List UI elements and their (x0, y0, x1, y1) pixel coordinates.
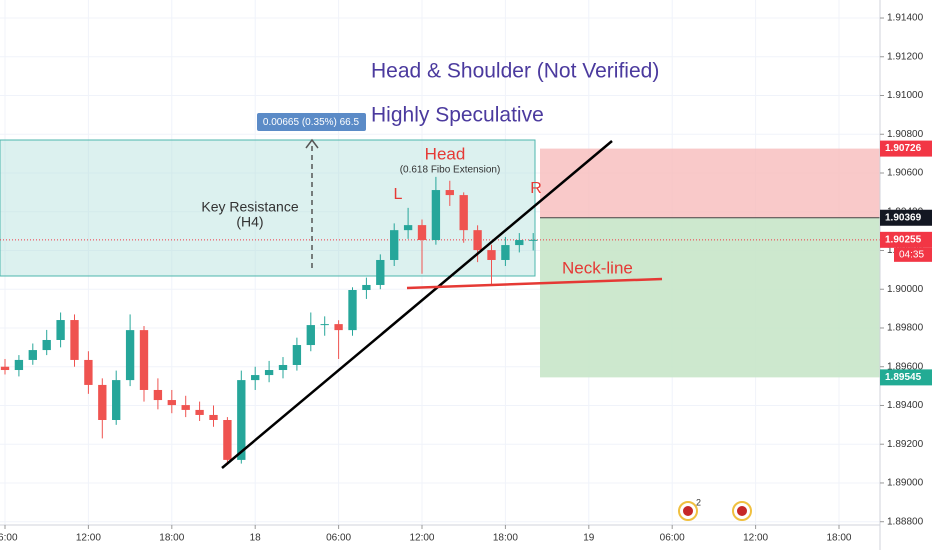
head-label: Head (425, 144, 466, 163)
price-tag (880, 209, 932, 226)
x-tick-label: 06:00 (0, 533, 18, 544)
price-tag (880, 140, 932, 157)
chart-subtitle: Highly Speculative (371, 104, 544, 127)
stop-zone (540, 148, 880, 218)
measure-arrow (305, 138, 319, 149)
y-tick-label: 1.89800 (887, 323, 924, 334)
candle-body (153, 389, 163, 401)
left-shoulder: L (394, 186, 403, 203)
candle-body (181, 405, 190, 410)
candle-body (251, 375, 260, 381)
measure-box (257, 113, 366, 131)
event-badge: 2 (696, 497, 701, 507)
x-tick-label: 18:00 (826, 533, 851, 544)
resistance-tf: (H4) (236, 214, 263, 230)
candle-body (0, 366, 10, 371)
candle-body (112, 380, 121, 420)
x-tick-label: 06:00 (326, 533, 351, 544)
position (0, 148, 880, 378)
neckline-label: Neck-line (562, 258, 633, 277)
y-tick-label: 1.91200 (887, 51, 924, 62)
countdown-box (894, 247, 932, 262)
x-tick-label: 18 (250, 533, 262, 544)
price-tag (880, 369, 932, 386)
candle-body (348, 290, 357, 331)
candle-body (334, 324, 343, 331)
candle-body (459, 195, 468, 231)
right-shoulder: R (530, 180, 542, 197)
candle-body (125, 330, 135, 381)
candle-body (84, 359, 93, 385)
candle-body (403, 225, 413, 231)
resistance-label: Key Resistance (201, 199, 298, 215)
axes: 1.88800 1.89000 1.89200 1.89400 1.89600 1.898… (0, 13, 932, 544)
candle-body (445, 190, 454, 196)
candle-body (431, 190, 441, 241)
candle-body (292, 345, 302, 365)
event-flag (683, 506, 693, 516)
candle-body (278, 364, 288, 371)
candle-body (167, 400, 176, 406)
price-tag-label: 1.90255 (885, 234, 922, 245)
measure-label: 0.00665 (0.35%) 66.5 (263, 117, 360, 128)
x-tick-label: 12:00 (76, 533, 101, 544)
candle-body (264, 370, 274, 376)
candle-body (515, 240, 524, 246)
y-tick-label: 1.88800 (887, 516, 924, 527)
x-tick-label: 19 (583, 533, 595, 544)
candle-body (417, 225, 427, 241)
neck-line (406, 277, 663, 290)
candle-body (139, 330, 149, 390)
event-flag (737, 506, 747, 516)
y-tick-label: 1.90800 (887, 129, 924, 140)
candle-body (70, 320, 79, 360)
trend-line (221, 140, 613, 469)
resistance-zone (0, 139, 536, 277)
head-note: (0.618 Fibo Extension) (400, 165, 501, 176)
y-tick-label: 1.91000 (887, 90, 924, 101)
y-tick-label: 1.89400 (887, 400, 924, 411)
candle-body (209, 414, 218, 420)
candles (0, 176, 538, 464)
candle-body (237, 380, 246, 460)
price-tag-label: 1.89545 (885, 372, 922, 383)
y-tick-label: 1.90000 (887, 284, 924, 295)
x-tick-label: 12:00 (409, 533, 434, 544)
candle-body (376, 259, 385, 285)
candle-body (28, 350, 37, 360)
chart-title: Head & Shoulder (Not Verified) (371, 60, 659, 83)
target-zone (540, 217, 880, 378)
candle-body (98, 384, 107, 420)
price-tag (880, 231, 932, 248)
candle-body (195, 409, 204, 415)
x-tick-label: 12:00 (743, 533, 768, 544)
countdown: 04:35 (899, 249, 924, 260)
candle-body (320, 324, 329, 326)
y-tick-label: 1.91400 (887, 13, 924, 24)
x-tick-label: 18:00 (159, 533, 184, 544)
y-tick-label: 1.90600 (887, 168, 924, 179)
candle-body (501, 245, 510, 260)
candle-body (42, 339, 51, 351)
candle-body (362, 284, 371, 291)
x-tick-label: 18:00 (493, 533, 518, 544)
x-tick-label: 06:00 (660, 533, 685, 544)
price-tag-label: 1.90726 (885, 143, 922, 154)
y-tick-label: 1.89000 (887, 478, 924, 489)
price-tag-label: 1.90369 (885, 212, 922, 223)
y-tick-label: 1.89200 (887, 439, 924, 450)
y-tick-label: 1.89600 (887, 361, 924, 372)
candle-body (390, 230, 399, 260)
candle-body (306, 325, 315, 346)
candle-body (223, 420, 232, 460)
candle-body (487, 250, 496, 260)
candle-body (473, 230, 482, 251)
candle-body (56, 320, 65, 340)
candle-body (529, 239, 538, 241)
candle-body (14, 359, 24, 371)
